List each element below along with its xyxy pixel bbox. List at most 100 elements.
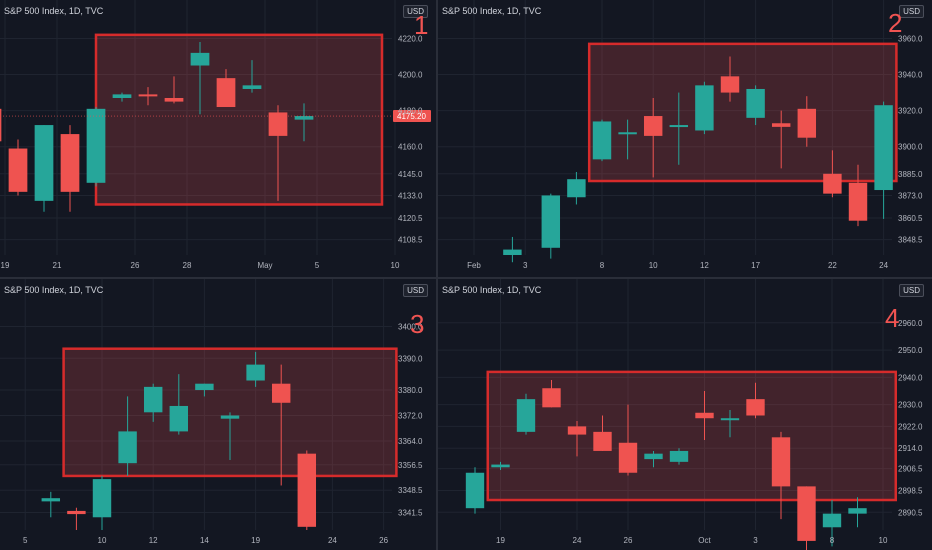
candle	[542, 380, 561, 408]
candle	[169, 374, 189, 435]
candle	[242, 60, 262, 93]
panel-divider-horizontal[interactable]	[0, 277, 932, 279]
candle-body	[465, 472, 485, 509]
candle	[112, 92, 132, 102]
candle-body	[41, 498, 61, 502]
candle-body	[823, 173, 842, 194]
candle	[618, 119, 637, 160]
highlight-box[interactable]	[587, 42, 898, 183]
candle-body	[567, 426, 587, 435]
candle	[720, 410, 740, 438]
y-tick-label: 3348.5	[398, 486, 423, 495]
x-tick-label: 26	[131, 261, 140, 270]
candle-body	[34, 125, 54, 201]
chart-title: S&P 500 Index, 1D, TVC	[4, 6, 104, 16]
candle	[797, 486, 816, 550]
candle-body	[67, 510, 86, 515]
chart-title: S&P 500 Index, 1D, TVC	[442, 6, 542, 16]
candle	[618, 404, 638, 476]
candle	[643, 97, 663, 178]
y-tick-label: 2930.0	[898, 401, 923, 410]
y-tick-label: 3364.0	[398, 437, 423, 446]
candle	[848, 164, 868, 227]
chart-title: S&P 500 Index, 1D, TVC	[442, 285, 542, 295]
candle	[190, 42, 210, 115]
x-tick-label: 24	[573, 536, 582, 545]
chart-1-canvas[interactable]: 4175.20 4220.0 4200.0 4180.0 4160.0 4145.0 413…	[0, 0, 436, 277]
chart-panel-2[interactable]: 3960.0 3940.0 3920.0 3900.0 3885.0 3873.0 3860…	[438, 0, 932, 277]
candle-body	[669, 450, 689, 462]
candle	[669, 448, 689, 465]
candle	[195, 383, 214, 397]
candle-body	[797, 486, 816, 541]
y-tick-label: 3356.5	[398, 461, 423, 470]
currency-label[interactable]: USD	[899, 5, 924, 18]
chart-4-canvas[interactable]: 2960.0 2950.0 2940.0 2930.0 2922.0 2914.0 2906…	[438, 279, 932, 550]
chart-2-canvas[interactable]: 3960.0 3940.0 3920.0 3900.0 3885.0 3873.0 3860…	[438, 0, 932, 277]
candle	[771, 110, 791, 169]
candle-body	[669, 125, 689, 128]
y-tick-label: 3885.0	[898, 170, 923, 179]
candle-body	[541, 195, 561, 248]
candle	[848, 497, 867, 528]
candle-body	[567, 179, 586, 198]
highlight-box[interactable]	[94, 33, 384, 206]
panel-divider-vertical[interactable]	[436, 0, 438, 550]
candle-body	[164, 97, 184, 102]
chart-3-canvas[interactable]: 3400.0 3390.0 3380.0 3372.0 3364.0 3356.5 3348…	[0, 279, 436, 550]
candle	[720, 56, 740, 102]
candle	[220, 412, 240, 461]
candle	[823, 150, 842, 198]
candle	[516, 393, 536, 435]
y-tick-label: 2922.0	[898, 422, 923, 431]
candle	[268, 105, 288, 201]
candle-body	[720, 418, 740, 421]
candle	[541, 193, 561, 259]
candle-body	[271, 383, 291, 403]
candle-body	[195, 383, 214, 391]
candle	[644, 450, 663, 468]
candle	[771, 431, 791, 520]
candle-body	[822, 513, 842, 528]
y-tick-label: 3940.0	[898, 71, 923, 80]
candle-body	[216, 78, 236, 108]
y-tick-label: 4160.0	[398, 143, 423, 152]
x-tick-label: 28	[183, 261, 192, 270]
candle	[695, 81, 714, 135]
chart-panel-1[interactable]: 4175.20 4220.0 4200.0 4180.0 4160.0 4145.0 413…	[0, 0, 436, 277]
x-tick-label: Oct	[698, 536, 711, 545]
x-tick-label: 19	[1, 261, 10, 270]
candle	[593, 415, 612, 451]
panel-number: 2	[888, 8, 903, 38]
candle	[695, 390, 714, 441]
y-tick-label: 3873.0	[898, 191, 923, 200]
candle	[822, 500, 842, 547]
x-tick-label: 14	[200, 536, 209, 545]
candle	[143, 383, 163, 422]
x-tick-label: 5	[23, 536, 28, 545]
candle-body	[516, 399, 536, 432]
candle-body	[503, 249, 522, 255]
currency-label[interactable]: USD	[899, 284, 924, 297]
y-tick-label: 2898.5	[898, 486, 923, 495]
candle	[503, 236, 522, 263]
x-tick-label: 22	[828, 261, 837, 270]
x-tick-label: 3	[523, 261, 528, 270]
candle-body	[874, 105, 893, 191]
currency-label[interactable]: USD	[403, 284, 428, 297]
candle-body	[542, 388, 561, 408]
chart-panel-4[interactable]: 2960.0 2950.0 2940.0 2930.0 2922.0 2914.0 2906…	[438, 279, 932, 550]
candle-body	[618, 132, 637, 135]
currency-label[interactable]: USD	[403, 5, 428, 18]
candle-body	[695, 85, 714, 131]
y-tick-label: 4133.0	[398, 191, 423, 200]
candle	[797, 96, 817, 147]
candle	[746, 382, 765, 419]
candle	[67, 507, 86, 530]
candle-body	[268, 112, 288, 136]
candle	[118, 396, 137, 476]
candle	[216, 69, 236, 108]
y-tick-label: 2890.5	[898, 508, 923, 517]
chart-panel-3[interactable]: 3400.0 3390.0 3380.0 3372.0 3364.0 3356.5 3348…	[0, 279, 436, 550]
candle-body	[618, 442, 638, 473]
